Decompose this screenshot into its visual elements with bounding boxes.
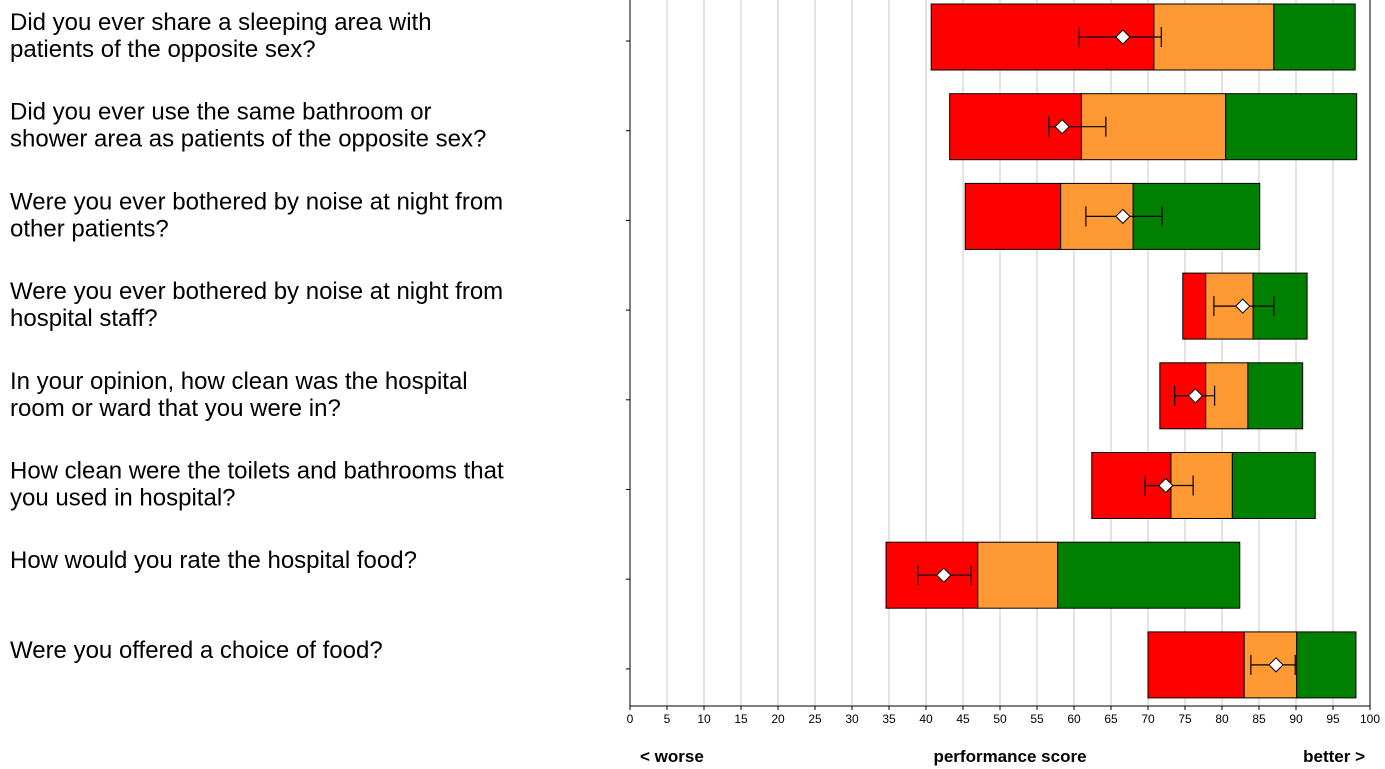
- x-tick-label: 85: [1252, 712, 1266, 726]
- x-label-left: < worse: [640, 747, 704, 766]
- x-tick-label: 75: [1178, 712, 1192, 726]
- category-line: Were you offered a choice of food?: [10, 637, 383, 664]
- category-line: In your opinion, how clean was the hospi…: [10, 368, 468, 395]
- category-label: Were you offered a choice of food?: [10, 637, 383, 664]
- category-label: Were you ever bothered by noise at night…: [10, 188, 503, 242]
- x-tick-label: 35: [882, 712, 896, 726]
- x-tick-label: 50: [993, 712, 1007, 726]
- x-tick-label: 20: [771, 712, 785, 726]
- range-segment: [1153, 3, 1275, 71]
- score-marker: [936, 567, 952, 583]
- category-line: room or ward that you were in?: [10, 395, 341, 422]
- x-tick-label: 5: [664, 712, 671, 726]
- category-line: How would you rate the hospital food?: [10, 547, 417, 574]
- x-tick-label: 100: [1360, 712, 1380, 726]
- x-tick-label: 60: [1067, 712, 1081, 726]
- x-tick-label: 90: [1289, 712, 1303, 726]
- range-segment: [977, 541, 1059, 609]
- range-segment: [1247, 362, 1304, 430]
- x-tick-label: 80: [1215, 712, 1229, 726]
- x-tick-label: 10: [697, 712, 711, 726]
- category-line: How clean were the toilets and bathrooms…: [10, 458, 504, 485]
- x-tick-label: 0: [627, 712, 634, 726]
- category-line: other patients?: [10, 215, 169, 242]
- score-marker: [1158, 477, 1174, 494]
- x-tick-label: 70: [1141, 712, 1155, 726]
- range-segment: [964, 182, 1062, 250]
- category-line: hospital staff?: [10, 305, 158, 332]
- range-segment: [1057, 541, 1241, 609]
- range-segment: [1273, 3, 1356, 71]
- score-marker: [1115, 208, 1131, 225]
- x-label-right: better >: [1303, 747, 1365, 766]
- x-tick-label: 40: [919, 712, 933, 726]
- score-marker: [1187, 388, 1204, 404]
- x-label: performance score: [933, 747, 1086, 766]
- range-segment: [1225, 93, 1358, 161]
- score-marker: [1268, 657, 1284, 673]
- category-label: How clean were the toilets and bathrooms…: [10, 458, 504, 512]
- x-tick-label: 95: [1326, 712, 1340, 726]
- category-label: In your opinion, how clean was the hospi…: [10, 368, 468, 422]
- score-marker: [1235, 298, 1251, 314]
- range-segment: [1231, 452, 1316, 519]
- range-segment: [1147, 631, 1245, 699]
- category-label: Were you ever bothered by noise at night…: [10, 278, 503, 332]
- category-line: shower area as patients of the opposite …: [10, 126, 486, 153]
- x-tick-label: 15: [734, 712, 748, 726]
- range-segment: [1296, 631, 1357, 699]
- category-line: patients of the opposite sex?: [10, 36, 316, 63]
- x-tick-label: 30: [845, 712, 859, 726]
- category-line: Were you ever bothered by noise at night…: [10, 278, 503, 305]
- category-line: Were you ever bothered by noise at night…: [10, 188, 503, 215]
- category-line: you used in hospital?: [10, 485, 236, 512]
- range-segment: [1252, 272, 1308, 340]
- x-tick-label: 55: [1030, 712, 1044, 726]
- x-tick-label: 25: [808, 712, 822, 726]
- score-marker: [1115, 29, 1131, 45]
- category-line: Did you ever use the same bathroom or: [10, 99, 432, 126]
- category-label: How would you rate the hospital food?: [10, 547, 417, 574]
- range-segment: [1182, 272, 1207, 340]
- category-line: Did you ever share a sleeping area with: [10, 9, 432, 36]
- category-label: Did you ever share a sleeping area with p…: [10, 9, 432, 63]
- category-label: Did you ever use the same bathroom or sho…: [10, 99, 486, 153]
- x-tick-label: 65: [1104, 712, 1118, 726]
- range-segment: [1091, 452, 1172, 519]
- x-tick-label: 45: [956, 712, 970, 726]
- score-marker: [1054, 118, 1070, 135]
